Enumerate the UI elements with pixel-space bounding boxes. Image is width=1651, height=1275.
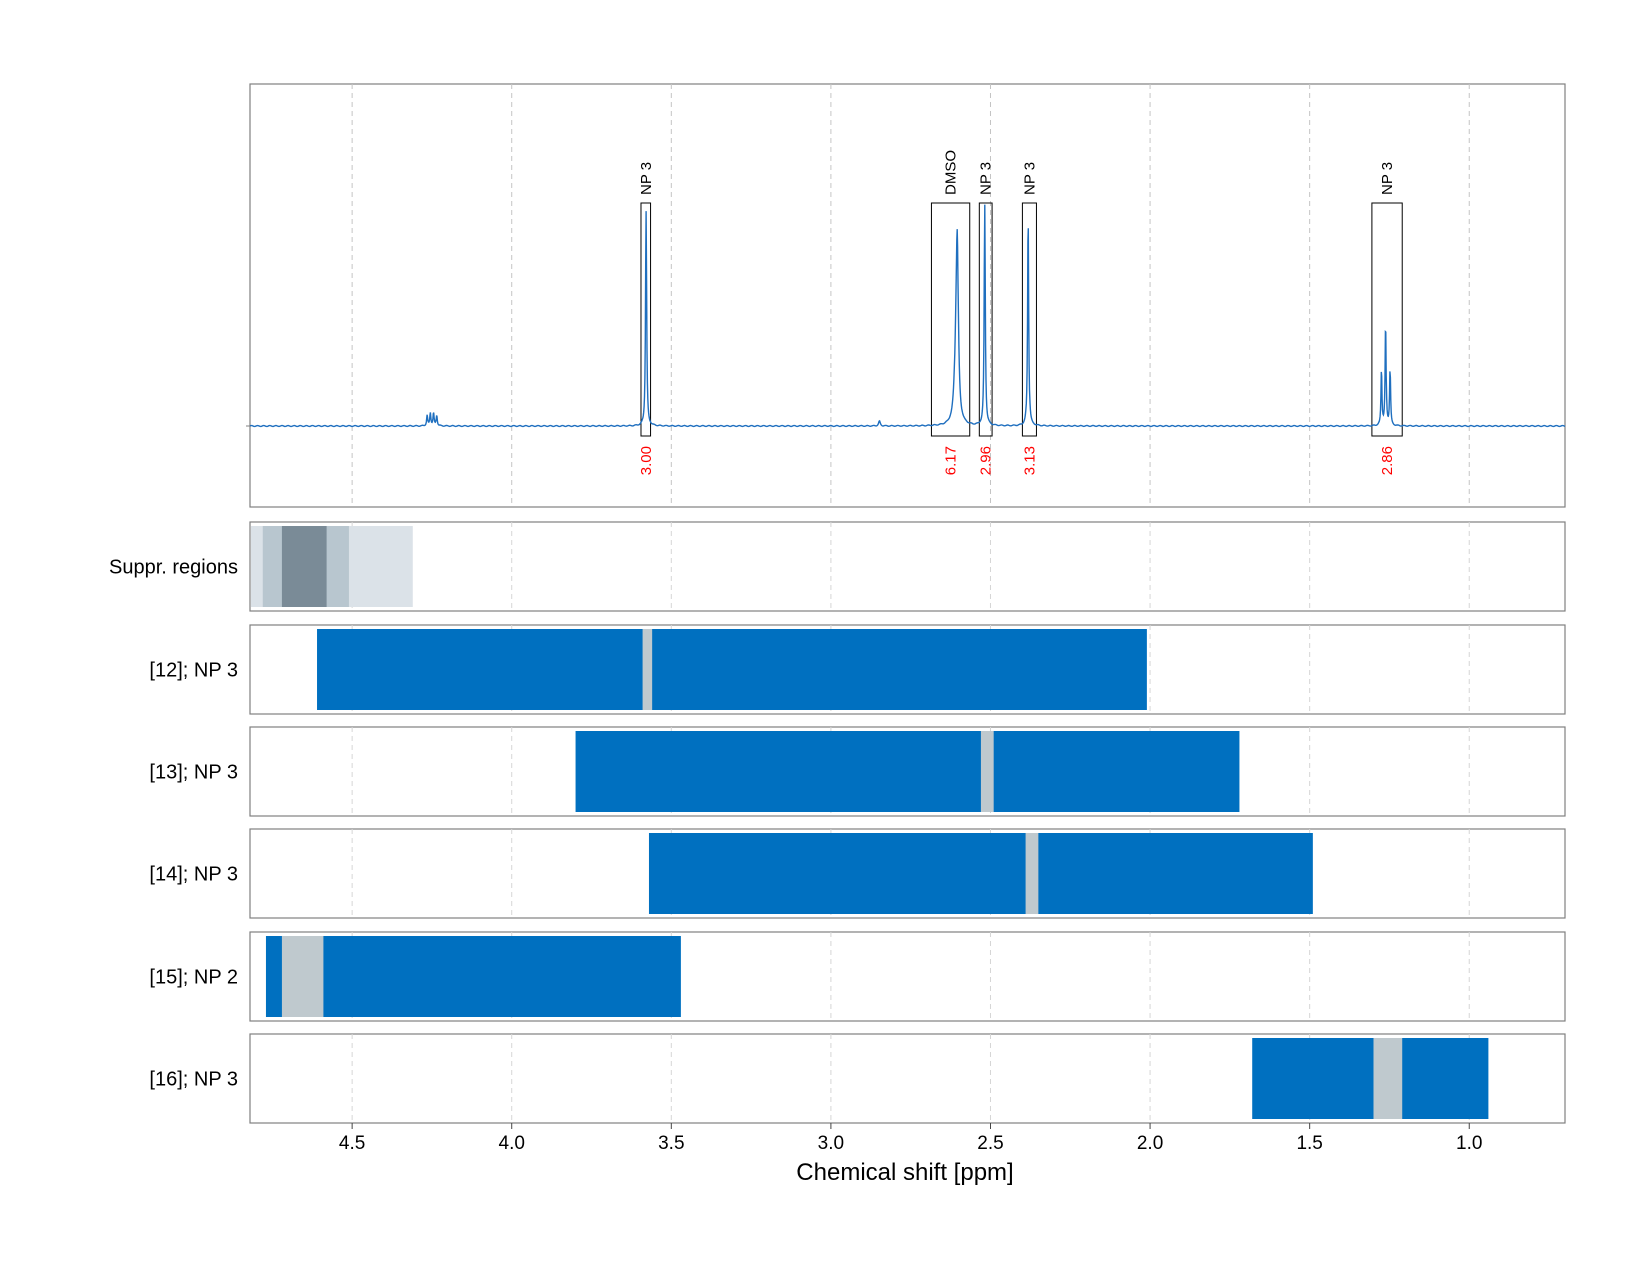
x-tick-label: 1.5 — [1296, 1133, 1322, 1154]
track-segment — [648, 833, 1313, 914]
integral-box — [930, 202, 971, 437]
x-tick-label: 2.5 — [977, 1133, 1003, 1154]
track-label: Suppr. regions — [109, 557, 238, 579]
x-tick-label: 2.0 — [1137, 1133, 1163, 1154]
integral-box — [1021, 202, 1037, 437]
track-segment — [1252, 1038, 1489, 1119]
integral-value: 2.96 — [978, 446, 995, 475]
track-label: [16]; NP 3 — [149, 1069, 238, 1091]
spectrum-line — [249, 204, 1566, 428]
x-axis-label: Chemical shift [ppm] — [796, 1159, 1013, 1186]
range-tracks: Suppr. regions [12]; NP 3 [13]; NP 3 [14]; … — [109, 521, 1566, 1124]
integral-label: NP 3 — [978, 162, 995, 195]
spectrum-frame — [249, 83, 1566, 508]
integral-label: NP 3 — [1379, 162, 1396, 195]
x-axis: 4.5 4.0 3.5 3.0 2.5 2.0 1.5 1.0 — [339, 1123, 1482, 1154]
track-row: [16]; NP 3 — [149, 1033, 1566, 1124]
x-tick-label: 4.0 — [499, 1133, 525, 1154]
track-row: [13]; NP 3 — [149, 726, 1566, 817]
track-segment — [317, 629, 1147, 710]
track-segment — [1373, 1038, 1403, 1119]
track-label: [14]; NP 3 — [149, 864, 238, 886]
integral-label: NP 3 — [1021, 162, 1038, 195]
integral-value: 3.13 — [1021, 446, 1038, 475]
track-label: [15]; NP 2 — [149, 967, 238, 989]
track-row: Suppr. regions — [109, 521, 1566, 612]
integral-box — [1371, 202, 1403, 437]
x-tick-label: 3.5 — [658, 1133, 684, 1154]
track-row: [14]; NP 3 — [149, 828, 1566, 919]
track-segment — [980, 731, 994, 812]
spectrum-panel: NP 3 3.00 DMSO 6.17 NP 3 2.96 NP 3 3.13 NP 3 2.86 — [246, 83, 1566, 508]
integral-value: 2.86 — [1379, 446, 1396, 475]
track-segment — [281, 526, 327, 607]
track-segment — [281, 936, 324, 1017]
track-row: [15]; NP 2 — [149, 931, 1566, 1022]
x-tick-label: 4.5 — [339, 1133, 365, 1154]
integral-label: DMSO — [943, 150, 960, 195]
track-frame — [249, 521, 1566, 612]
track-label: [12]; NP 3 — [149, 660, 238, 682]
track-segment — [642, 629, 653, 710]
track-segment — [1025, 833, 1039, 914]
x-tick-label: 3.0 — [818, 1133, 844, 1154]
integral-box — [640, 202, 652, 437]
track-label: [13]; NP 3 — [149, 762, 238, 784]
integral-label: NP 3 — [638, 162, 655, 195]
x-tick-label: 1.0 — [1456, 1133, 1482, 1154]
integral-box — [978, 202, 993, 437]
track-row: [12]; NP 3 — [149, 624, 1566, 715]
track-segment — [265, 936, 681, 1017]
integral-value: 3.00 — [638, 446, 655, 475]
track-segment — [575, 731, 1240, 812]
integral-value: 6.17 — [943, 446, 960, 475]
